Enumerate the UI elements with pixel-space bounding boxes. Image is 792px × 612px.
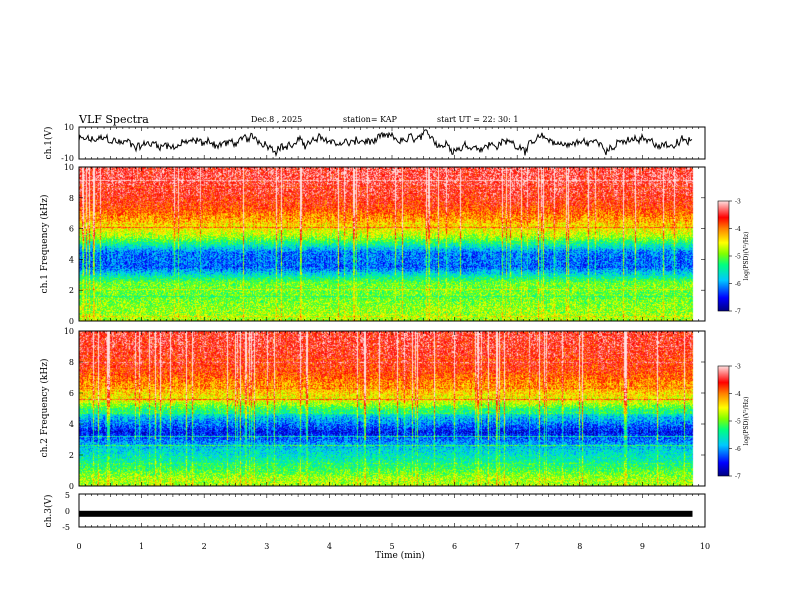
x-tick-label: 10	[700, 542, 710, 551]
ch3-waveform-panel: 5 0 -5 ch.3(V)	[43, 491, 706, 532]
ch1-spectrogram-image-holder	[79, 167, 705, 321]
ch1-colorbar-label: log(PSD)(V²/Hz)	[743, 232, 750, 281]
colorbar-tick-label: -3	[735, 364, 741, 371]
y-tick-label: 8	[69, 358, 74, 367]
ch1-waveform-panel: 10 -10 ch.1(V)	[43, 123, 706, 163]
station-label: station= KAP	[343, 115, 398, 124]
ch1-spectrogram-panel: ch.1 Frequency (kHz)	[39, 166, 706, 322]
ch3-waveform-trace	[79, 510, 693, 517]
y-tick-label: 4	[69, 420, 74, 429]
ch1-colorbar: log(PSD)(V²/Hz)	[717, 200, 750, 312]
colorbar-tick-label: -6	[735, 281, 741, 288]
x-tick-label: 6	[452, 542, 457, 551]
ch2-spectrogram-panel: ch.2 Frequency (kHz)	[39, 330, 706, 487]
colorbar-tick-label: -4	[735, 391, 741, 398]
ch3-ytick-bottom: -5	[62, 523, 70, 532]
x-tick-label: 2	[202, 542, 207, 551]
ch2-spectrogram-image-holder	[79, 331, 705, 486]
date-label: Dec.8 , 2025	[251, 115, 302, 124]
y-tick-label: 10	[64, 163, 74, 172]
ch2-spectrogram-ylabel: ch.2 Frequency (kHz)	[39, 359, 50, 458]
colorbar-tick-label: -7	[735, 474, 741, 481]
axis-ticks	[78, 127, 706, 527]
ch1-waveform-line	[78, 129, 693, 157]
y-tick-label: 2	[69, 286, 74, 295]
x-tick-label: 8	[577, 542, 582, 551]
colorbar-tick-label: -7	[735, 309, 741, 316]
x-tick-label: 3	[264, 542, 269, 551]
y-tick-label: 2	[69, 451, 74, 460]
ch3-ytick-mid: 0	[65, 507, 70, 516]
x-axis-label: Time (min)	[375, 550, 425, 561]
ch1-ytick-top: 10	[64, 123, 74, 132]
x-tick-label: 7	[515, 542, 520, 551]
x-tick-label: 0	[76, 542, 81, 551]
x-tick-label: 1	[139, 542, 144, 551]
y-tick-label: 6	[69, 225, 74, 234]
ch3-waveform-ylabel: ch.3(V)	[43, 495, 54, 528]
x-tick-label: 4	[327, 542, 332, 551]
x-tick-label: 5	[389, 542, 394, 551]
y-tick-label: 10	[64, 327, 74, 336]
colorbar-ticks: -3 -4 -5 -6 -7 -3 -4 -5 -6 -7	[729, 199, 741, 481]
colorbar-tick-label: -5	[735, 419, 741, 426]
ch2-colorbar-gradient	[717, 365, 730, 477]
y-tick-label: 0	[69, 317, 74, 326]
ch3-ytick-top: 5	[65, 491, 70, 500]
start-time-label: start UT = 22: 30: 1	[437, 115, 518, 124]
ch3-waveform-frame	[78, 493, 706, 528]
x-tick-labels: 0 1 2 3 4 5 6 7 8 9 10	[76, 542, 710, 551]
colorbar-tick-label: -5	[735, 254, 741, 261]
ch1-ytick-bottom: -10	[61, 154, 74, 163]
figure-title: VLF Spectra	[78, 113, 149, 126]
y-tick-label: 8	[69, 194, 74, 203]
y-tick-label: 6	[69, 389, 74, 398]
colorbar-tick-label: -3	[735, 199, 741, 206]
ch2-colorbar: log(PSD)(V²/Hz)	[717, 365, 750, 477]
colorbar-tick-label: -4	[735, 226, 741, 233]
ch2-colorbar-label: log(PSD)(V²/Hz)	[743, 397, 750, 446]
y-tick-label: 4	[69, 255, 74, 264]
ch1-colorbar-gradient	[717, 200, 730, 312]
y-tick-label: 0	[69, 482, 74, 491]
ch2-spectrogram	[79, 331, 705, 486]
ch1-spectrogram	[79, 167, 705, 321]
x-tick-label: 9	[640, 542, 645, 551]
ch1-spectrogram-ylabel: ch.1 Frequency (kHz)	[39, 195, 50, 294]
colorbar-tick-label: -6	[735, 446, 741, 453]
ch1-waveform-ylabel: ch.1(V)	[43, 127, 54, 160]
